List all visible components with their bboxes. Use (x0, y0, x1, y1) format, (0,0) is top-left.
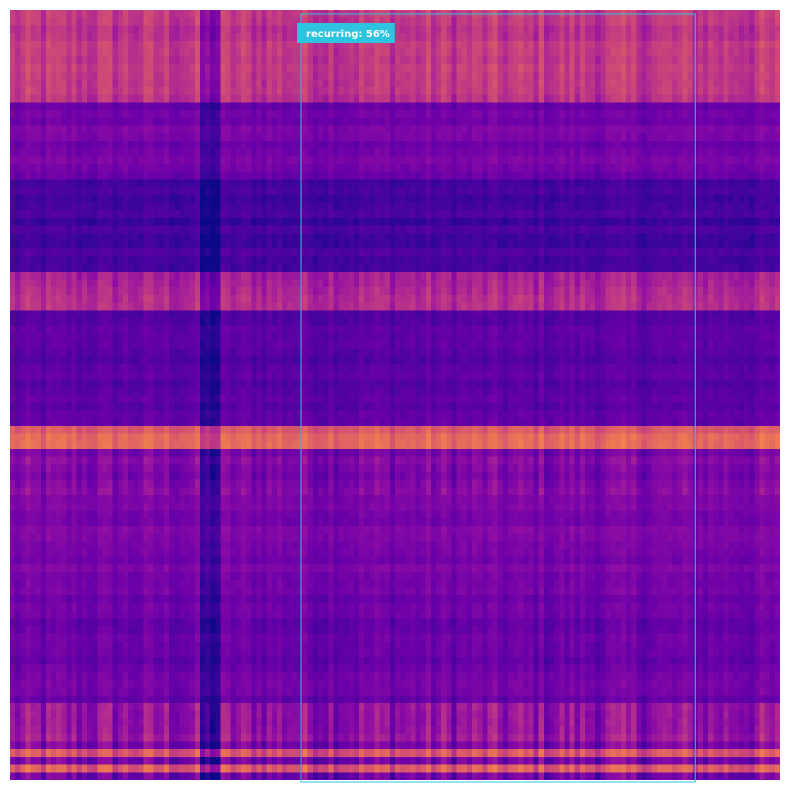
recurring-label-text: recurring: 56% (306, 29, 390, 40)
recurring-region-box (300, 13, 696, 783)
heatmap-image (10, 10, 780, 780)
recurring-label-background (297, 23, 395, 43)
